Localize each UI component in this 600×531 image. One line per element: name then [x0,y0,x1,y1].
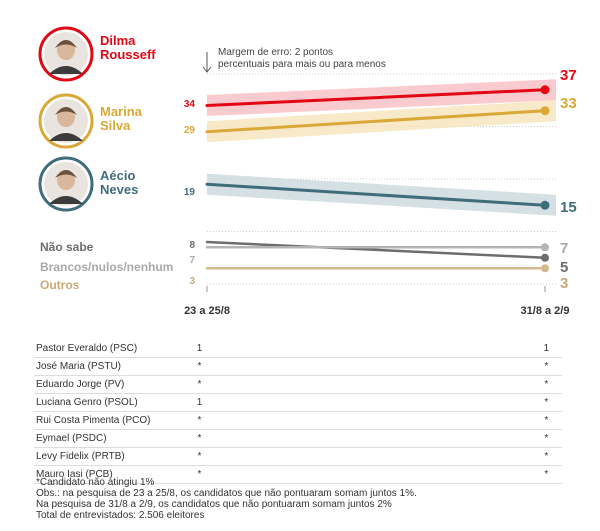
minor-candidate-row: Luciana Genro (PSOL) 1 * [34,394,562,412]
series-name-brancos-nulos-nenhum: Brancos/nulos/nenhum [40,260,173,274]
series-name-outros: Outros [40,278,80,292]
footnotes: *Candidato não atingiu 1% Obs.: na pesqu… [36,477,576,521]
candidate-name: Pastor Everaldo (PSC) [36,343,138,354]
footnote-obs-first: Obs.: na pesquisa de 23 a 25/8, os candi… [36,488,417,499]
candidate-name: Luciana Genro (PSOL) [36,397,138,408]
end-value-marina-silva: 33 [560,95,577,112]
avatar-marina-silva [38,93,94,149]
candidate-value-last: * [544,379,549,390]
start-value-brancos-nulos-nenhum: 7 [189,255,195,266]
candidate-value-first: 1 [196,397,203,408]
avatar-aecio-neves [38,156,94,212]
poll-chart: 3437DilmaRousseff2933MarinaSilva1915Aéci… [38,26,577,317]
candidate-name: José Maria (PSTU) [36,361,122,372]
minor-candidates-table: Pastor Everaldo (PSC) 1 1 José Maria (PSTU)… [34,340,562,484]
spacer-cell [216,340,530,358]
down-arrow-icon [202,52,212,73]
footnote-asterisk: *Candidato não atingiu 1% [36,477,155,488]
candidate-value-last: 1 [543,343,550,354]
minor-candidate-row: Eduardo Jorge (PV) * * [34,376,562,394]
series-name-marina-silva: Marina [100,104,143,119]
spacer-cell [216,448,530,466]
x-tick-label: 23 a 25/8 [184,305,230,317]
x-tick-label: 31/8 a 2/9 [521,305,570,317]
series-name-aecio-neves: Aécio [100,168,135,183]
candidate-value-first: * [197,379,202,390]
minor-candidate-row: Mauro Iasi (PCB) * * [34,466,562,484]
candidate-name: Levy Fidelix (PRTB) [36,451,125,462]
end-value-nao-sabe: 5 [560,259,568,276]
start-value-nao-sabe: 8 [189,240,195,251]
end-value-outros: 3 [560,275,568,292]
candidate-value-first: * [197,469,202,480]
end-value-aecio-neves: 15 [560,199,577,216]
candidate-value-first: * [197,451,202,462]
series-name-dilma-rousseff: Rousseff [100,47,156,62]
start-value-marina-silva: 29 [184,125,196,136]
series-line-nao-sabe [205,240,547,259]
minor-candidate-row: José Maria (PSTU) * * [34,358,562,376]
minor-candidate-row: Pastor Everaldo (PSC) 1 1 [34,340,562,358]
x-axis: 23 a 25/8 31/8 a 2/9 [184,286,569,317]
start-value-aecio-neves: 19 [184,187,196,198]
candidate-photos [38,26,94,212]
series-labels: 3437DilmaRousseff2933MarinaSilva1915Aéci… [40,33,577,292]
end-point-marina-silva [540,106,550,116]
end-point-brancos-nulos-nenhum [541,243,549,252]
series-line-aecio-neves [205,182,547,207]
series-lines [205,85,550,273]
error-margin-note-line: Margem de erro: 2 pontos [218,47,333,58]
candidate-value-first: * [197,361,202,372]
candidate-name: Eymael (PSDC) [36,433,107,444]
candidate-value-last: * [544,397,549,408]
spacer-cell [216,376,530,394]
spacer-cell [216,412,530,430]
footnote-total: Total de entrevistados: 2.506 eleitores [36,510,205,521]
end-value-dilma-rousseff: 37 [560,67,577,84]
spacer-cell [216,430,530,448]
end-point-outros [541,264,549,273]
footnote-obs-second: Na pesquisa de 31/8 a 2/9, os candidatos… [36,499,392,510]
end-point-nao-sabe [541,253,549,262]
minor-candidate-row: Levy Fidelix (PRTB) * * [34,448,562,466]
series-name-dilma-rousseff: Dilma [100,33,136,48]
minor-candidate-row: Eymael (PSDC) * * [34,430,562,448]
candidate-value-last: * [544,433,549,444]
spacer-cell [216,394,530,412]
series-line-marina-silva [205,109,547,134]
spacer-cell [216,358,530,376]
candidate-value-last: * [544,361,549,372]
end-point-dilma-rousseff [540,85,550,95]
candidate-value-last: * [544,469,549,480]
end-point-aecio-neves [540,200,550,210]
series-name-nao-sabe: Não sabe [40,240,94,254]
start-value-dilma-rousseff: 34 [184,99,196,110]
candidate-value-first: * [197,415,202,426]
candidate-value-first: 1 [196,343,203,354]
series-name-aecio-neves: Neves [100,182,138,197]
candidate-value-last: * [544,415,549,426]
error-margin-note-line: percentuais para mais ou para menos [218,59,386,70]
candidate-value-first: * [197,433,202,444]
series-line-dilma-rousseff [205,88,547,107]
avatar-dilma-rousseff [38,26,94,82]
candidate-name: Mauro Iasi (PCB) [36,469,113,480]
start-value-outros: 3 [189,276,195,287]
series-name-marina-silva: Silva [100,118,131,133]
candidate-value-last: * [544,451,549,462]
end-value-brancos-nulos-nenhum: 7 [560,240,568,257]
minor-candidate-row: Rui Costa Pimenta (PCO) * * [34,412,562,430]
candidate-name: Rui Costa Pimenta (PCO) [36,415,151,426]
candidate-name: Eduardo Jorge (PV) [36,379,125,390]
